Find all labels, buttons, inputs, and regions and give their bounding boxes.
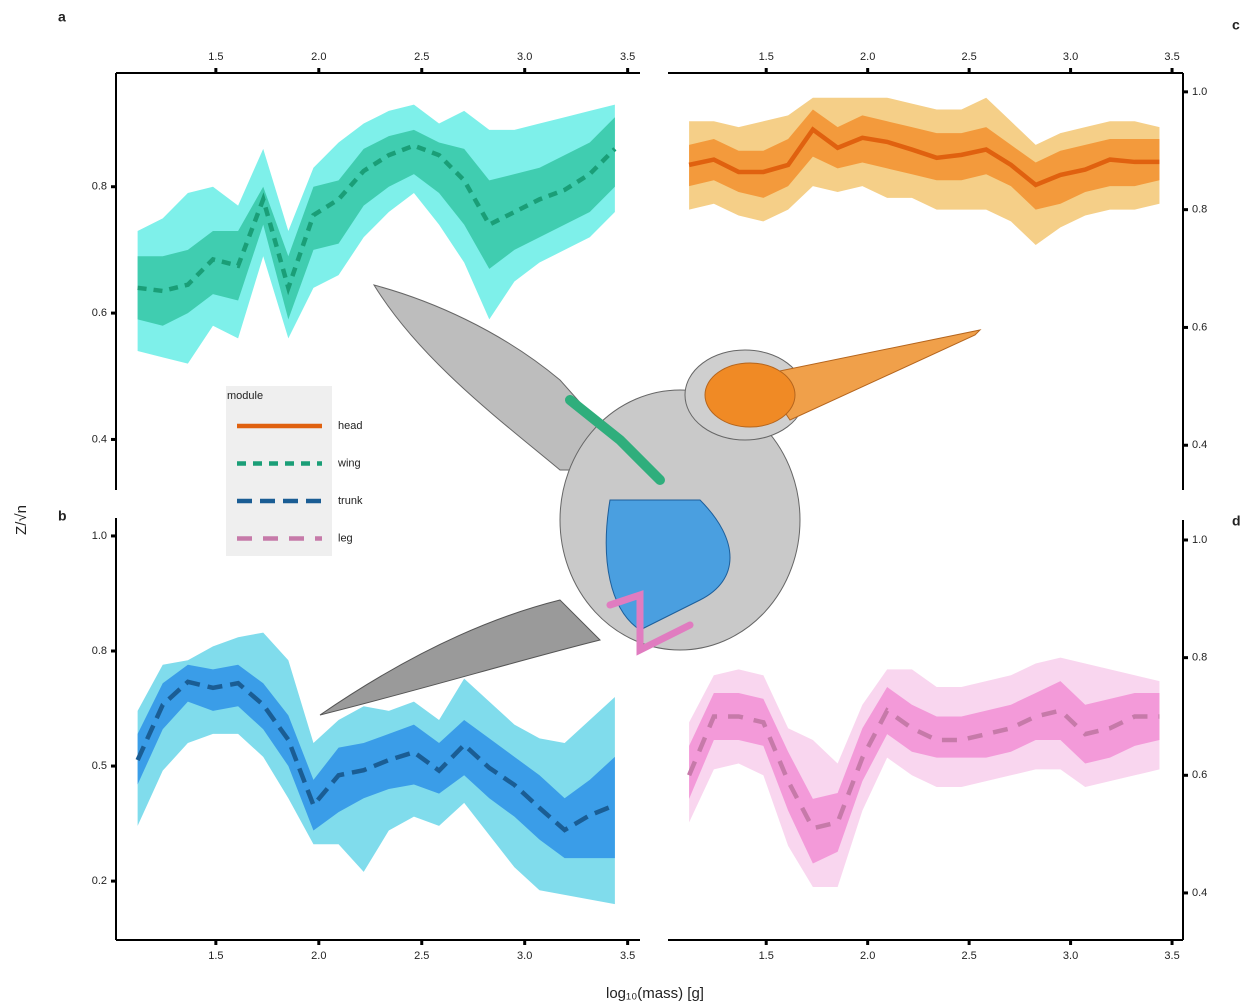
x-tick-label: 1.5 [208,51,223,63]
x-tick-label: 3.5 [620,950,635,962]
bird-illustration [320,285,980,715]
x-tick-label: 3.0 [517,950,532,962]
figure: 1.5 2.0 2.5 3.0 3.5 0.4 0.6 0.8 a 1.5 2.0 2.5 3.0 3.5… [0,0,1249,1007]
legend-title: module [227,390,263,402]
y-tick-label: 1.0 [92,530,107,542]
x-tick-label: 2.5 [961,51,976,63]
x-axis-label: log₁₀(mass) [g] [606,985,704,1002]
y-tick-label: 0.2 [92,875,107,887]
y-tick-label: 1.0 [1192,534,1207,546]
x-tick-label: 3.0 [517,51,532,63]
panel-letter: c [1232,17,1240,33]
y-tick-label: 0.8 [92,645,107,657]
legend-box [226,386,332,556]
y-tick-label: 0.5 [92,760,107,772]
confidence-band [689,658,1159,887]
y-axis-label: Z/√n [13,505,30,535]
y-tick-label: 0.6 [1192,769,1207,781]
y-tick-label: 0.8 [92,181,107,193]
y-tick-label: 0.4 [92,433,107,445]
y-tick-label: 0.4 [1192,887,1207,899]
x-tick-label: 1.5 [759,950,774,962]
x-tick-label: 2.5 [961,950,976,962]
legend: module head wing trunk leg [226,386,363,556]
legend-label: wing [337,457,361,469]
y-tick-label: 0.6 [92,307,107,319]
y-tick-label: 1.0 [1192,86,1207,98]
y-tick-label: 0.8 [1192,652,1207,664]
legend-label: trunk [338,495,363,507]
y-tick-label: 0.4 [1192,439,1207,451]
x-tick-label: 3.0 [1063,950,1078,962]
x-tick-label: 2.0 [860,51,875,63]
x-tick-label: 3.5 [1164,51,1179,63]
x-tick-label: 2.0 [311,51,326,63]
panel-letter: a [58,9,66,25]
y-tick-label: 0.8 [1192,204,1207,216]
x-tick-label: 2.5 [414,950,429,962]
panel-letter: b [58,508,67,524]
panel-letter: d [1232,513,1241,529]
x-tick-label: 1.5 [208,950,223,962]
legend-label: head [338,420,362,432]
x-tick-label: 2.5 [414,51,429,63]
x-tick-label: 1.5 [759,51,774,63]
x-tick-label: 2.0 [860,950,875,962]
x-tick-label: 3.5 [620,51,635,63]
x-tick-label: 3.0 [1063,51,1078,63]
x-tick-label: 2.0 [311,950,326,962]
legend-label: leg [338,532,353,544]
y-tick-label: 0.6 [1192,321,1207,333]
x-tick-label: 3.5 [1164,950,1179,962]
